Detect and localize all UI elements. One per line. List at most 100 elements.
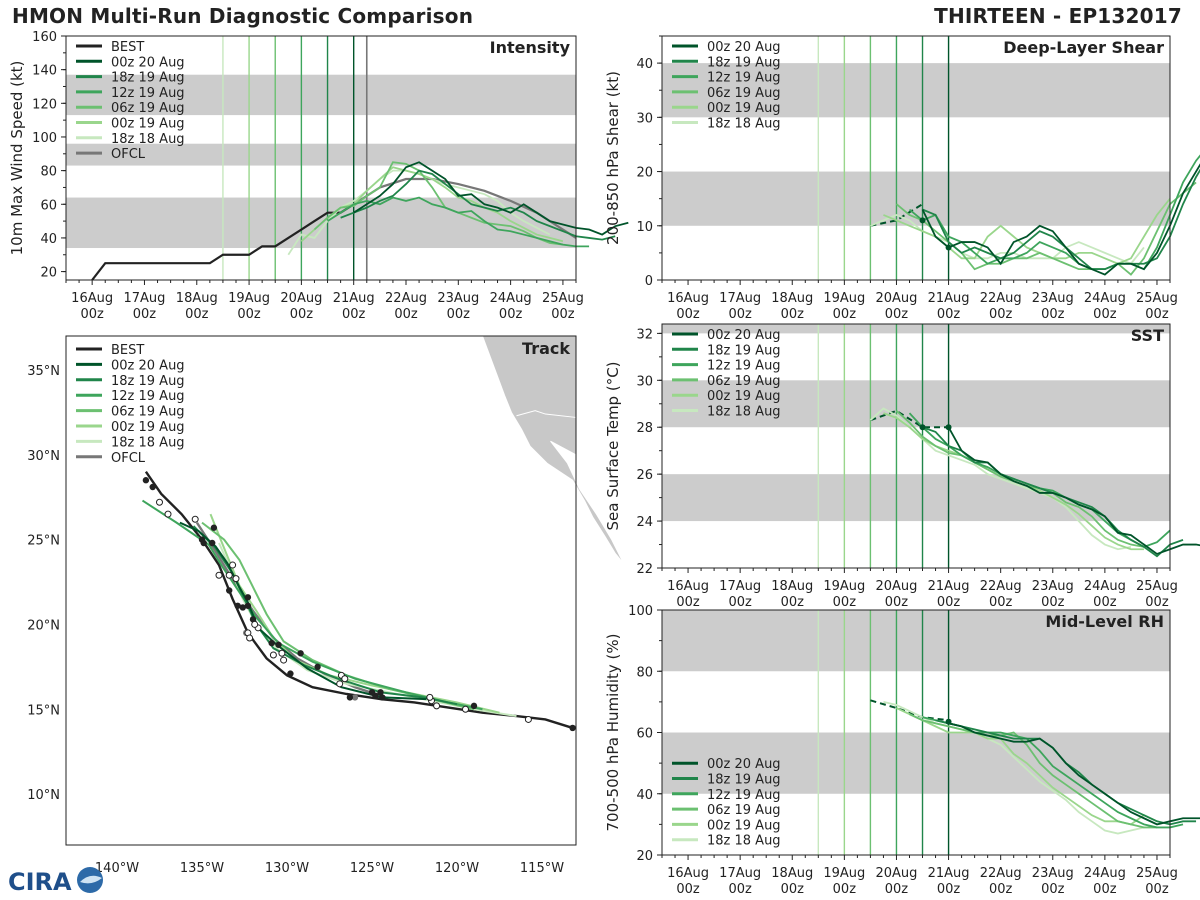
logo-text: CIRA <box>8 868 72 896</box>
y-tick-label: 24 <box>636 515 653 530</box>
track-marker-open <box>341 675 349 683</box>
x-tick-label-hour: 00z <box>781 307 805 322</box>
track-marker-open <box>426 693 434 701</box>
lon-tick-label: 115°W <box>520 861 564 876</box>
legend-label: 00z 19 Aug <box>707 818 781 833</box>
y-tick-label: 40 <box>40 232 57 247</box>
legend-label: 00z 19 Aug <box>111 420 185 435</box>
track-marker-filled <box>314 663 321 671</box>
border-line <box>516 410 577 418</box>
track-marker-open <box>278 649 286 657</box>
x-tick-label-day: 25Aug <box>1136 579 1178 594</box>
track-marker-filled <box>198 536 206 543</box>
track-marker-filled <box>209 539 216 547</box>
plot-frame <box>65 35 577 281</box>
run-track-line <box>141 499 483 711</box>
x-tick-label-day: 20Aug <box>875 866 917 881</box>
x-tick-label-hour: 00z <box>1145 882 1169 897</box>
legend-label: 06z 19 Aug <box>707 374 781 389</box>
x-tick-label-day: 25Aug <box>1136 291 1178 306</box>
y-axis-label: 200-850 hPa Shear (kt) <box>604 71 622 245</box>
threshold-band <box>662 324 1170 334</box>
rh-chart: 2040608010016Aug00z17Aug00z18Aug00z19Aug… <box>604 604 1200 897</box>
series-line <box>948 722 1200 826</box>
x-tick-label-hour: 00z <box>728 882 752 897</box>
x-tick-label-hour: 00z <box>989 307 1013 322</box>
x-tick-label-day: 18Aug <box>771 866 813 881</box>
chart-title: Track <box>522 339 570 358</box>
y-axis-label: 700-500 hPa Humidity (%) <box>604 633 622 831</box>
legend-label: 00z 19 Aug <box>707 101 781 116</box>
shear-chart: 01020304016Aug00z17Aug00z18Aug00z19Aug00… <box>604 35 1200 322</box>
x-tick-label-hour: 00z <box>1093 882 1117 897</box>
y-tick-label: 28 <box>636 421 653 436</box>
y-tick-label: 22 <box>636 562 653 577</box>
x-tick-label-day: 19Aug <box>823 291 865 306</box>
track-marker-open <box>251 620 259 628</box>
x-tick-label-hour: 00z <box>781 595 805 610</box>
series-line <box>883 198 1171 265</box>
series-line <box>947 426 1200 555</box>
chart-title: SST <box>1131 326 1164 345</box>
y-tick-label: 20 <box>636 166 653 181</box>
legend-label: 18z 19 Aug <box>707 773 781 788</box>
x-tick-label-hour: 00z <box>551 307 575 322</box>
chart-title: Mid-Level RH <box>1045 612 1164 631</box>
data-marker <box>919 217 926 224</box>
lon-tick-label: 140°W <box>95 861 139 876</box>
y-tick-label: 40 <box>636 788 653 803</box>
x-tick-label-hour: 00z <box>1093 307 1117 322</box>
x-tick-label-day: 24Aug <box>1084 579 1126 594</box>
track-marker-filled <box>149 483 156 491</box>
land-mass <box>481 335 631 573</box>
x-tick-label-day: 22Aug <box>980 866 1022 881</box>
x-tick-label-day: 18Aug <box>771 579 813 594</box>
x-tick-label-hour: 00z <box>1041 307 1065 322</box>
threshold-band <box>662 474 1170 522</box>
x-tick-label-hour: 00z <box>937 307 961 322</box>
x-tick-label-day: 20Aug <box>875 579 917 594</box>
track-marker-open <box>524 715 532 723</box>
track-marker-filled <box>226 587 233 594</box>
x-tick-label-day: 20Aug <box>875 291 917 306</box>
x-tick-label-day: 17Aug <box>719 579 761 594</box>
x-tick-label-hour: 00z <box>1145 595 1169 610</box>
x-tick-label-day: 24Aug <box>1084 291 1126 306</box>
x-tick-label-day: 17Aug <box>123 291 165 306</box>
legend-label: OFCL <box>111 451 146 466</box>
x-tick-label-hour: 00z <box>676 307 700 322</box>
legend-label: 12z 19 Aug <box>707 71 781 86</box>
y-axis-label: 10m Max Wind Speed (kt) <box>8 61 26 256</box>
legend-label: 18z 19 Aug <box>111 71 185 86</box>
legend-label: 06z 19 Aug <box>111 405 185 420</box>
legend-label: 18z 19 Aug <box>707 55 781 70</box>
history-line <box>870 409 949 429</box>
x-tick-label-day: 23Aug <box>1032 579 1074 594</box>
lon-tick-label: 125°W <box>350 861 394 876</box>
track-marker-filled <box>569 724 576 732</box>
x-tick-label-day: 21Aug <box>928 579 970 594</box>
legend-label: 06z 19 Aug <box>707 803 781 818</box>
x-tick-label-day: 18Aug <box>771 291 813 306</box>
legend-label: 00z 19 Aug <box>707 389 781 404</box>
y-tick-label: 120 <box>32 97 57 112</box>
best-line <box>91 203 355 281</box>
lon-tick-label: 130°W <box>265 861 309 876</box>
track-marker-filled <box>234 602 241 609</box>
series-line <box>895 181 1197 276</box>
storm-id-title: THIRTEEN - EP132017 <box>934 4 1182 28</box>
x-tick-label-hour: 00z <box>1041 595 1065 610</box>
legend-label: 18z 18 Aug <box>707 834 781 849</box>
x-tick-label-day: 25Aug <box>542 291 584 306</box>
x-tick-label-hour: 00z <box>833 882 857 897</box>
x-tick-label-day: 19Aug <box>228 291 270 306</box>
legend-label: OFCL <box>111 147 146 162</box>
x-tick-label-hour: 00z <box>499 307 523 322</box>
lat-tick-label: 10°N <box>27 788 60 803</box>
x-tick-label-day: 23Aug <box>1032 866 1074 881</box>
lat-tick-label: 15°N <box>27 703 60 718</box>
y-tick-label: 20 <box>636 849 653 864</box>
legend-label: 00z 20 Aug <box>111 358 185 373</box>
x-tick-label-hour: 00z <box>394 307 418 322</box>
plot-frame <box>661 35 1171 281</box>
